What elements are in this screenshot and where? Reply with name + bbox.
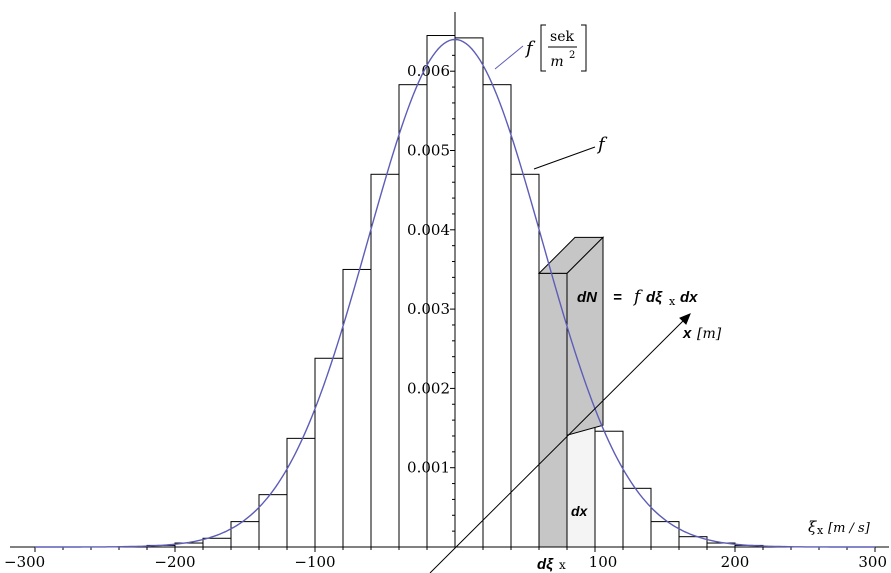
formula-dx: dx xyxy=(680,289,698,306)
histogram-bar xyxy=(454,37,484,548)
curve-label-leader xyxy=(494,45,524,70)
axes-layer: −300 −200 −100 100 200 300 0.001 0.002 0.003 0.00… xyxy=(4,12,889,571)
formula-xi-sub: x xyxy=(669,295,676,308)
y-tick-label: 0.002 xyxy=(407,379,450,397)
histogram-bar xyxy=(370,173,400,548)
x-tick-label: −300 xyxy=(4,553,45,571)
unit-numerator: sek xyxy=(550,29,574,45)
histogram-bar xyxy=(510,173,540,548)
y-tick-label: 0.003 xyxy=(407,300,450,318)
y-tick-label: 0.004 xyxy=(407,221,450,239)
depth-axis-line xyxy=(429,317,687,573)
unit-right-bracket xyxy=(581,24,587,72)
y-tick-label: 0.001 xyxy=(407,459,450,477)
x-tick-label: 300 xyxy=(858,553,887,571)
bar-label-f: f xyxy=(596,134,608,155)
histogram-bar xyxy=(230,521,260,548)
slab-front-face xyxy=(538,272,568,548)
depth-axis-unit: [m] xyxy=(697,326,722,342)
bottom-d-xi-label: dξ xyxy=(537,556,554,573)
equals-sign: = xyxy=(613,289,622,306)
y-tick-label: 0.005 xyxy=(407,142,450,160)
histogram-bar xyxy=(342,268,372,548)
x-tick-label: 100 xyxy=(589,553,618,571)
histogram-bar xyxy=(314,357,344,548)
curve-label-f: f xyxy=(524,38,536,59)
y-tick-label: 0.006 xyxy=(407,62,450,80)
bottom-xi-sub: x xyxy=(559,558,566,572)
x-tick-label: 200 xyxy=(721,553,750,571)
dN-label: dN xyxy=(577,289,598,306)
xi-axis-label: ξ xyxy=(808,518,817,536)
bars-layer xyxy=(146,35,764,548)
histogram-bar xyxy=(650,521,680,548)
gaussian-curve xyxy=(35,38,875,548)
curve-layer xyxy=(35,38,875,548)
histogram-bar xyxy=(594,430,624,548)
x-tick-label: −200 xyxy=(154,553,195,571)
histogram-bar xyxy=(398,84,428,548)
histogram-bar xyxy=(202,537,232,548)
bar-label-leader xyxy=(533,146,596,170)
unit-exponent: 2 xyxy=(569,50,575,61)
histogram-bar xyxy=(482,84,512,548)
unit-left-bracket xyxy=(540,24,546,72)
histogram-bar xyxy=(286,437,316,548)
unit-denominator: m xyxy=(550,54,563,70)
highlight-layer xyxy=(537,236,605,548)
histogram-bar xyxy=(622,487,652,548)
dx-box-label: dx xyxy=(571,503,589,519)
formula-d-xi: dξ xyxy=(646,289,663,306)
xi-axis-unit: [m / s] xyxy=(828,521,871,536)
formula-f: f xyxy=(632,287,643,307)
xi-axis-sub: x xyxy=(817,524,824,537)
depth-axis-label: x xyxy=(682,325,692,342)
x-tick-label: −100 xyxy=(294,553,335,571)
depth-axis-arrowhead xyxy=(679,313,691,325)
